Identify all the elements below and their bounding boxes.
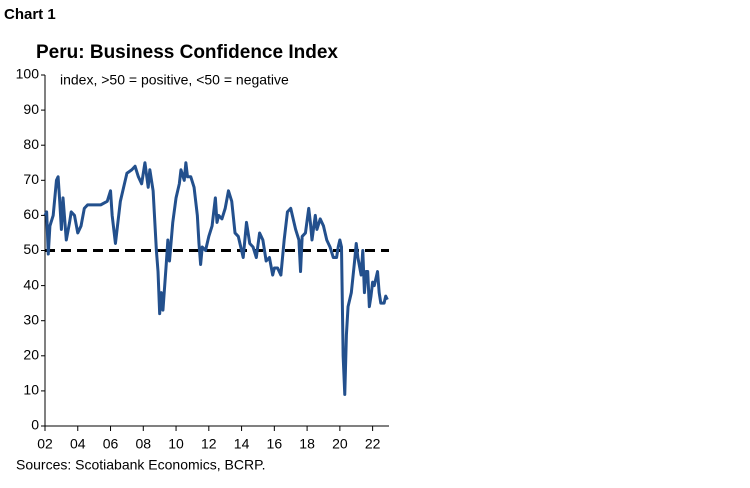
y-tick-label: 20: [23, 347, 39, 363]
x-tick-label: 22: [365, 436, 381, 452]
y-tick-label: 100: [16, 66, 40, 82]
y-tick-label: 30: [23, 311, 39, 327]
x-tick-label: 10: [168, 436, 184, 452]
x-tick-label: 20: [332, 436, 348, 452]
x-tick-label: 18: [299, 436, 315, 452]
y-tick-label: 40: [23, 276, 39, 292]
chart-label: Chart 1: [4, 6, 56, 23]
source: Sources: Scotiabank Economics, BCRP.: [16, 457, 266, 473]
x-tick-label: 12: [201, 436, 217, 452]
series-line: [43, 161, 389, 396]
y-tick-label: 80: [23, 136, 39, 152]
y-tick-label: 50: [23, 241, 39, 257]
y-tick-label: 70: [23, 171, 39, 187]
x-tick-label: 14: [234, 436, 250, 452]
x-tick-label: 04: [70, 436, 86, 452]
chart-subtitle: index, >50 = positive, <50 = negative: [60, 72, 289, 88]
x-tick-label: 02: [37, 436, 53, 452]
y-tick-label: 10: [23, 382, 39, 398]
y-tick-label: 60: [23, 206, 39, 222]
y-tick-label: 90: [23, 101, 39, 117]
y-tick-label: 0: [31, 417, 39, 433]
x-tick-label: 06: [103, 436, 119, 452]
chart-title: Peru: Business Confidence Index: [36, 42, 338, 63]
x-tick-label: 16: [267, 436, 283, 452]
x-tick-label: 08: [135, 436, 151, 452]
